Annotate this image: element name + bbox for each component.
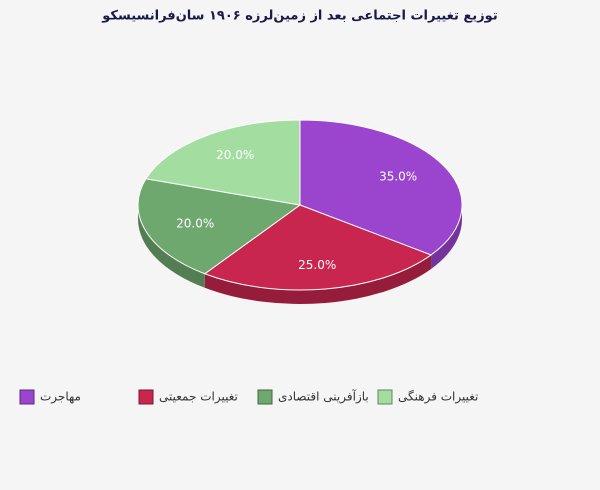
chart-title: توزیع تغییرات اجتماعی بعد از زمین‌لرزه ۱…	[101, 9, 497, 24]
legend-label: تغییرات جمعیتی	[159, 390, 238, 405]
slice-side	[204, 254, 432, 305]
legend-swatch	[257, 389, 273, 405]
pie-slice	[203, 204, 433, 291]
pie-slice	[299, 119, 463, 256]
slice-label: 20.0%	[216, 148, 254, 162]
legend-swatch	[19, 389, 35, 405]
slice-label: 35.0%	[379, 170, 417, 184]
legend-label: مهاجرت	[40, 390, 81, 405]
slice-side	[431, 205, 462, 269]
legend-swatch	[377, 389, 393, 405]
legend-swatch	[138, 389, 154, 405]
slice-label: 25.0%	[298, 258, 336, 272]
slice-label: 20.0%	[176, 216, 214, 230]
legend-label: تغییرات فرهنگی	[398, 390, 478, 405]
legend-label: بازآفرینی اقتصادی	[278, 389, 369, 405]
pie-slice	[145, 119, 301, 206]
pie-slice	[137, 178, 302, 275]
